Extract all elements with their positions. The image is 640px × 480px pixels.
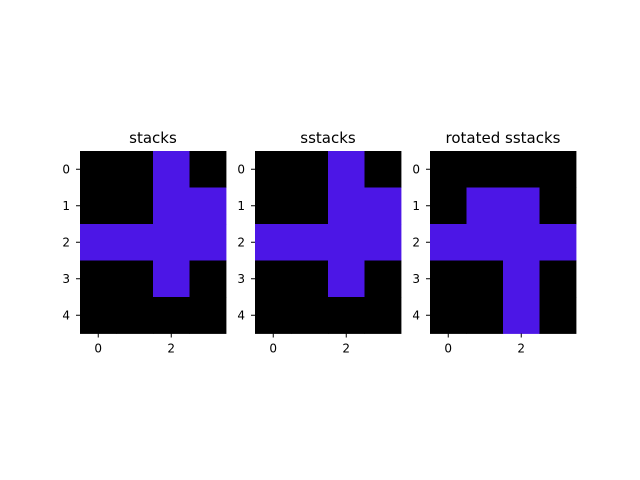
heatmap-cell (364, 151, 402, 188)
heatmap-cell (116, 187, 154, 225)
y-tick-label: 4 (237, 308, 245, 322)
x-tick-label: 2 (517, 342, 525, 356)
heatmap-cell (539, 297, 577, 334)
heatmap-cell (291, 224, 329, 261)
heatmap-cell (153, 297, 190, 334)
y-tick-label: 0 (412, 162, 420, 176)
heatmap-cell (80, 187, 117, 225)
heatmap-cell (503, 297, 540, 334)
panel-title: rotated sstacks (446, 129, 561, 147)
heatmap-cell (466, 151, 504, 188)
heatmap-panel-0: stacks 0 1 2 3 4 0 2 (62, 129, 227, 356)
x-tick-label: 0 (269, 342, 277, 356)
heatmap-cell (255, 260, 292, 298)
heatmap-panel-2: rotated sstacks 0 1 2 3 4 0 2 (412, 129, 577, 356)
heatmap-cell (189, 151, 227, 188)
heatmap-cell (539, 151, 577, 188)
heatmap-cell (189, 187, 227, 225)
heatmap-cell (255, 187, 292, 225)
heatmap-cell (189, 297, 227, 334)
heatmap-cell (539, 224, 577, 261)
x-tick-label: 0 (94, 342, 102, 356)
y-tick-label: 1 (62, 199, 70, 213)
y-tick-label: 3 (412, 272, 420, 286)
heatmap-cell (430, 187, 467, 225)
heatmap-cell (503, 260, 540, 298)
heatmap-cell (189, 224, 227, 261)
heatmap-cell (466, 224, 504, 261)
y-tick-label: 1 (237, 199, 245, 213)
heatmap-cell (466, 297, 504, 334)
y-tick-label: 4 (62, 308, 70, 322)
heatmap-cell (80, 297, 117, 334)
heatmap-cell (116, 297, 154, 334)
heatmap-cell (291, 151, 329, 188)
heatmap-cell (539, 260, 577, 298)
y-tick-label: 0 (62, 162, 70, 176)
y-tick-label: 0 (237, 162, 245, 176)
heatmap-cell (430, 151, 467, 188)
y-tick-label: 3 (237, 272, 245, 286)
heatmap-cell (328, 260, 365, 298)
heatmap-cell (80, 151, 117, 188)
heatmap-cell (328, 224, 365, 261)
heatmap-cell (328, 151, 365, 188)
heatmap-cell (153, 260, 190, 298)
heatmap-cell (255, 224, 292, 261)
y-tick-label: 2 (412, 235, 420, 249)
panel-title: stacks (129, 129, 177, 147)
heatmap-cell (503, 151, 540, 188)
x-tick-label: 2 (167, 342, 175, 356)
y-tick-label: 4 (412, 308, 420, 322)
heatmap-cell (255, 151, 292, 188)
heatmap-cell (430, 297, 467, 334)
heatmap-cell (291, 260, 329, 298)
heatmap-cell (291, 187, 329, 225)
heatmap-cell (430, 224, 467, 261)
heatmap-cell (116, 151, 154, 188)
heatmap-cell (364, 187, 402, 225)
heatmap-cell (364, 224, 402, 261)
heatmap-cell (153, 151, 190, 188)
heatmap-panel-1: sstacks 0 1 2 3 4 0 2 (237, 129, 402, 356)
heatmap-cell (364, 260, 402, 298)
heatmap-cell (503, 224, 540, 261)
heatmap-cell (503, 187, 540, 225)
heatmap-cell (430, 260, 467, 298)
heatmap-cell (291, 297, 329, 334)
heatmap-cell (328, 297, 365, 334)
y-tick-label: 1 (412, 199, 420, 213)
heatmap-cell (539, 187, 577, 225)
heatmap-cell (116, 224, 154, 261)
heatmap-cell (80, 224, 117, 261)
panel-title: sstacks (300, 129, 356, 147)
heatmap-cell (466, 187, 504, 225)
heatmap-cell (153, 187, 190, 225)
heatmap-cell (466, 260, 504, 298)
x-tick-label: 0 (444, 342, 452, 356)
heatmap-cell (80, 260, 117, 298)
y-tick-label: 2 (237, 235, 245, 249)
heatmap-cell (364, 297, 402, 334)
heatmap-cell (255, 297, 292, 334)
x-tick-label: 2 (342, 342, 350, 356)
y-tick-label: 2 (62, 235, 70, 249)
y-tick-label: 3 (62, 272, 70, 286)
heatmap-cell (328, 187, 365, 225)
heatmap-cell (189, 260, 227, 298)
heatmap-cell (153, 224, 190, 261)
heatmap-cell (116, 260, 154, 298)
